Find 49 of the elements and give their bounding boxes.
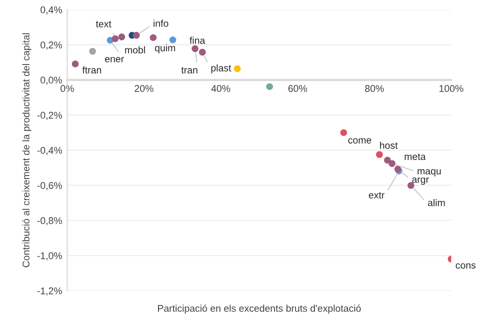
annotation: host [380,142,398,149]
y-tick-label: -1,2% [37,287,62,296]
annotation: text [96,21,112,28]
annotation: mobl [125,46,145,54]
x-tick-label: 0% [60,85,74,92]
point [169,36,176,44]
annotation: tran [181,67,198,74]
y-tick-label: -1,0% [37,252,62,260]
point [376,151,383,158]
x-tick-label: 40% [211,85,230,92]
annotation: quim [155,44,176,54]
annotation: extr [368,192,384,199]
x-tick-label: 60% [288,85,307,92]
point [340,129,348,136]
point [72,60,79,68]
y-tick-label: -0,8% [37,217,62,226]
y-tick-label: 0,0% [40,76,62,85]
annotation: meta [404,154,426,160]
point [384,156,391,164]
annotation: plast [211,64,232,74]
y-axis-title: Contribució al creixement de la productivitat del capital [22,33,32,268]
annotation: alim [428,199,445,206]
point [234,65,241,72]
annotation: argr [412,178,429,185]
point [112,35,119,42]
x-tick-label: 100% [440,85,464,92]
y-tick-label: -0,4% [37,146,62,155]
y-tick-label: 0,2% [40,42,62,50]
annotation: maqu [418,169,441,176]
annotation: cons [456,263,476,269]
y-tick-label: -0,2% [37,112,62,120]
point [192,45,198,52]
point [388,160,396,167]
point [198,48,206,56]
point [118,34,126,40]
point [266,83,273,90]
x-tick-label: 80% [365,85,384,92]
y-tick-label: 0,4% [40,6,62,14]
annotation: fina [190,36,206,44]
y-tick-label: -0,6% [37,182,62,190]
x-axis-title: Participació en els excedents bruts d'explotació [158,304,361,314]
x-tick-label: 20% [134,85,154,92]
annotation: come [348,138,372,144]
annotation: ener [105,56,124,62]
annotation: info [154,20,168,27]
annotation: ftran [82,66,102,74]
point [132,32,140,39]
point [89,48,96,55]
point [150,34,157,42]
